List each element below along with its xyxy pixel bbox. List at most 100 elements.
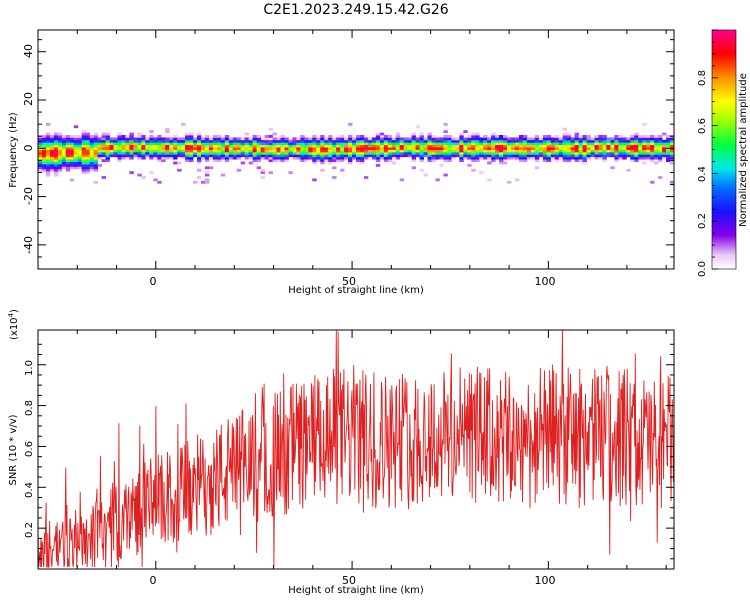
heatmap-cell <box>41 151 47 155</box>
heatmap-cell <box>61 163 67 167</box>
heatmap-cell <box>586 156 591 160</box>
heatmap-cell <box>224 144 230 148</box>
heatmap-cell <box>161 151 166 155</box>
heatmap-cell <box>427 156 432 160</box>
heatmap-cell <box>443 149 448 153</box>
heatmap-cell <box>272 139 277 143</box>
heatmap-cell <box>304 137 309 141</box>
heatmap-cell <box>650 135 655 138</box>
heatmap-cell <box>292 142 297 146</box>
heatmap-cell <box>81 159 87 162</box>
heatmap-cell <box>614 137 619 141</box>
heatmap-cell <box>256 166 262 170</box>
heatmap-cell <box>49 137 55 141</box>
heatmap-cell <box>340 149 345 153</box>
heatmap-cell <box>399 151 405 155</box>
heatmap-cell <box>670 156 674 160</box>
heatmap-cell <box>232 137 238 141</box>
heatmap-cell <box>49 168 55 172</box>
heatmap-cell <box>173 154 178 158</box>
heatmap-cell <box>336 137 341 141</box>
heatmap-cell <box>208 137 214 141</box>
heatmap-cell <box>495 154 500 158</box>
colorbar-tick-0: 0.0 <box>697 261 708 277</box>
heatmap-cell <box>554 142 560 146</box>
heatmap-cell <box>626 151 631 155</box>
heatmap-cell <box>658 149 663 153</box>
heatmap-cell <box>459 135 464 138</box>
heatmap-cell <box>125 147 130 150</box>
heatmap-cell <box>332 137 337 141</box>
heatmap-cell <box>451 147 456 150</box>
heatmap-cell <box>197 168 202 172</box>
heatmap-cell <box>268 151 273 155</box>
heatmap-cell <box>200 156 206 160</box>
heatmap-cell <box>81 168 87 172</box>
heatmap-cell <box>435 144 440 148</box>
heatmap-cell <box>272 156 277 160</box>
heatmap-cell <box>220 144 226 148</box>
heatmap-cell <box>666 151 671 155</box>
heatmap-cell <box>93 142 99 146</box>
heatmap-cell <box>65 163 71 167</box>
heatmap-cell <box>391 151 397 155</box>
heatmap-cell <box>49 159 55 162</box>
heatmap-cell <box>336 159 341 162</box>
heatmap-cell <box>200 149 206 153</box>
heatmap-cell <box>105 147 110 150</box>
heatmap-cell <box>320 159 325 162</box>
heatmap-cell <box>387 147 393 150</box>
heatmap-cell <box>654 161 659 165</box>
heatmap-cell <box>475 142 480 146</box>
heatmap-cell <box>336 151 341 155</box>
heatmap-cell <box>614 135 619 138</box>
heatmap-cell <box>356 144 361 148</box>
heatmap-cell <box>117 154 122 158</box>
heatmap-cell <box>268 142 273 146</box>
heatmap-cell <box>395 151 401 155</box>
heatmap-cell <box>340 168 345 172</box>
heatmap-cell <box>185 142 190 146</box>
heatmap-cell <box>101 147 106 150</box>
heatmap-cell <box>276 149 281 153</box>
heatmap-cell <box>328 142 333 146</box>
heatmap-cell <box>264 151 269 155</box>
heatmap-cell <box>435 139 440 143</box>
heatmap-cell <box>447 147 452 150</box>
snr-panel: 0 50 100 Height of straight line (km) SN… <box>7 309 675 596</box>
snr-y-tick-08: 0.8 <box>24 400 35 416</box>
heatmap-cell <box>399 144 405 148</box>
heatmap-cell <box>189 147 194 150</box>
heatmap-cell <box>157 151 162 155</box>
heatmap-cell <box>483 156 488 160</box>
heatmap-cell <box>272 159 277 162</box>
heatmap-cell <box>650 142 655 146</box>
heatmap-cell <box>562 159 568 162</box>
heatmap-cell <box>65 156 71 160</box>
heatmap-cell <box>41 166 47 170</box>
heatmap-cell <box>554 156 560 160</box>
heatmap-cell <box>348 156 353 160</box>
heatmap-cell <box>252 139 258 143</box>
heatmap-cell <box>288 154 293 158</box>
heatmap-cell <box>419 142 424 146</box>
heatmap-cell <box>248 139 254 143</box>
heatmap-cell <box>320 135 325 138</box>
heatmap-cell <box>483 154 488 158</box>
heatmap-cell <box>109 151 114 155</box>
heatmap-cell <box>73 166 79 170</box>
heatmap-cell <box>344 154 349 158</box>
heatmap-cell <box>507 137 512 141</box>
heatmap-cell <box>451 137 456 141</box>
heatmap-cell <box>542 151 548 155</box>
heatmap-cell <box>292 137 297 141</box>
heatmap-cell <box>511 144 516 148</box>
heatmap-cell <box>85 159 91 162</box>
heatmap-cell <box>475 154 480 158</box>
heatmap-cell <box>443 139 448 143</box>
heatmap-cell <box>614 156 619 160</box>
heatmap-cell <box>534 137 540 141</box>
heatmap-cell <box>316 151 321 155</box>
heatmap-cell <box>463 151 468 155</box>
heatmap-cell <box>149 147 154 150</box>
